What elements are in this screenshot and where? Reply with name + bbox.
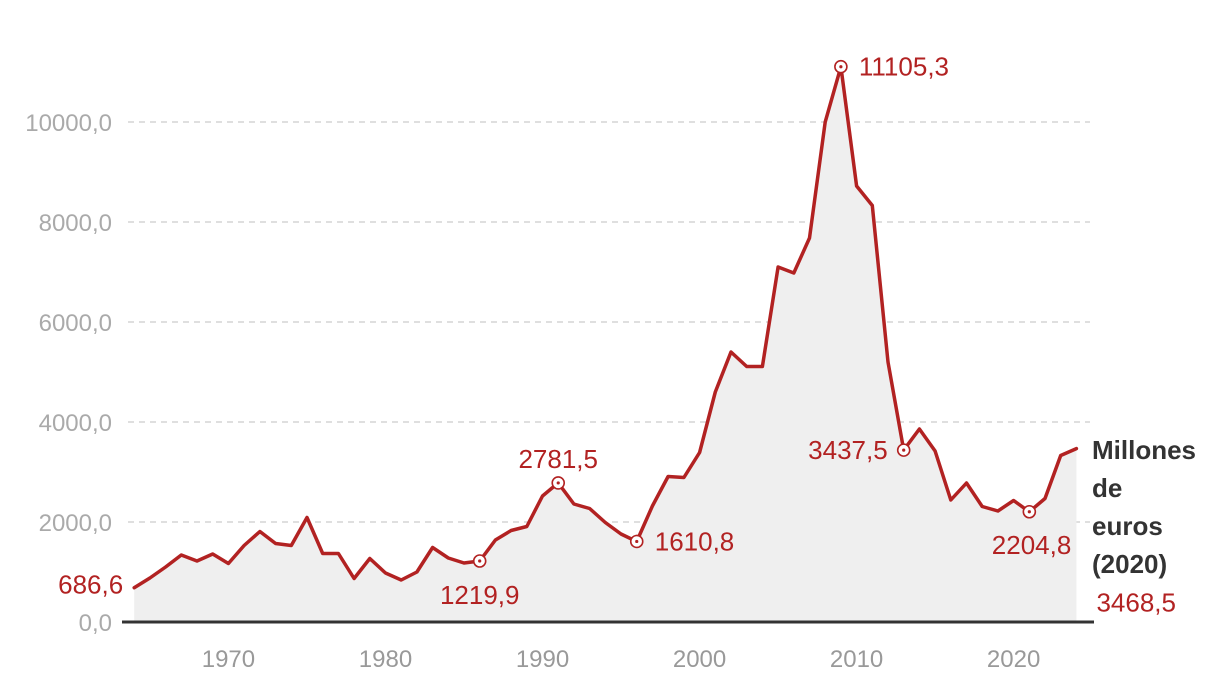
unit-label-line-1: Millones	[1092, 435, 1196, 465]
x-tick-label: 1990	[516, 646, 569, 673]
annotation-label: 11105,3	[859, 52, 949, 82]
x-tick-label: 1980	[359, 646, 412, 673]
y-tick-label: 2000,0	[39, 510, 112, 537]
x-tick-label: 2010	[830, 646, 883, 673]
x-tick-label: 2020	[987, 646, 1040, 673]
area-fill	[134, 66, 1077, 622]
annotation-label: 2781,5	[518, 444, 598, 474]
x-axis-ticks: 1970 1980 1990 2000 2010 2020	[202, 646, 1041, 673]
unit-label-line-4: (2020)	[1092, 549, 1167, 579]
annotation-label: 1219,9	[440, 580, 520, 610]
x-tick-label: 1970	[202, 646, 255, 673]
x-tick-label: 2000	[673, 646, 726, 673]
annotation-marker-dot	[839, 65, 843, 69]
y-tick-label: 6000,0	[39, 310, 112, 337]
y-tick-label: 4000,0	[39, 410, 112, 437]
y-tick-label: 0,0	[79, 610, 112, 637]
annotation-marker-dot	[556, 481, 560, 485]
annotation-marker-dot	[478, 559, 482, 563]
series-line	[132, 64, 1079, 590]
y-tick-label: 10000,0	[25, 110, 112, 137]
annotation-label: 3437,5	[808, 435, 888, 465]
annotations: 686,6 1219,9 2781,5 1610,8 11105,3 3437,5 2204…	[58, 52, 1176, 618]
annotation-label: 3468,5	[1096, 588, 1176, 618]
y-tick-label: 8000,0	[39, 210, 112, 237]
annotation-label: 2204,8	[992, 530, 1072, 560]
grid-layer	[128, 121, 1090, 523]
annotation-marker-dot	[902, 448, 906, 452]
annotation-marker-dot	[1027, 510, 1031, 514]
unit-label-line-2: de	[1092, 473, 1122, 503]
annotation-markers	[472, 59, 1037, 568]
annotation-label: 1610,8	[655, 526, 735, 556]
y-axis-ticks: 0,0 2000,0 4000,0 6000,0 8000,0 10000,0	[25, 110, 112, 637]
annotation-marker-dot	[635, 539, 639, 544]
annotation-label: 686,6	[58, 570, 123, 600]
unit-label-line-3: euros	[1092, 511, 1163, 541]
